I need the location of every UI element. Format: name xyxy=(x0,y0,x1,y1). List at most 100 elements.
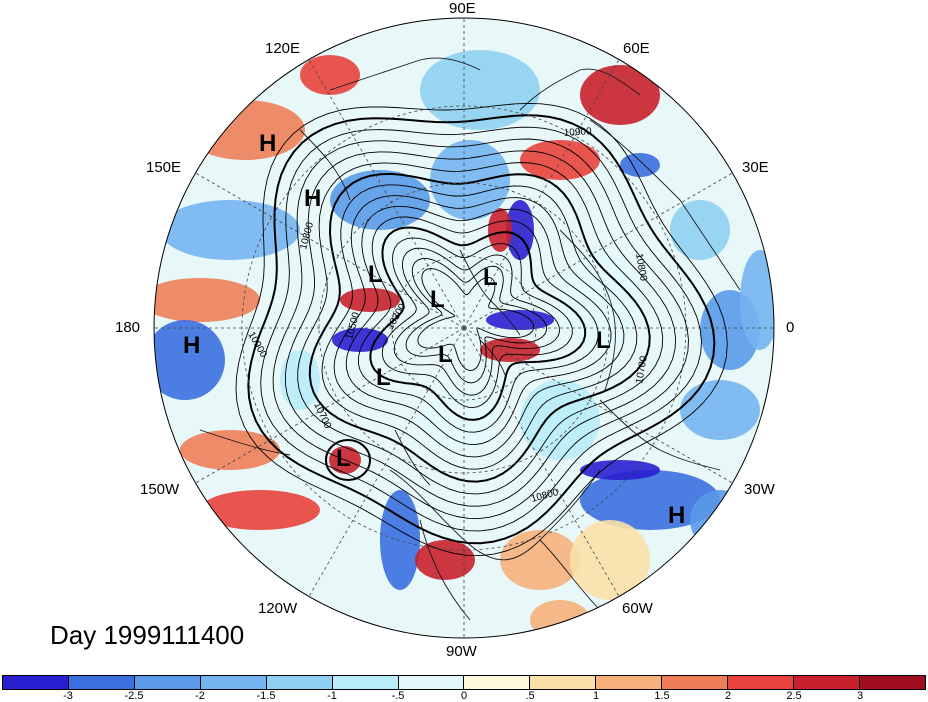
colorbar-segment xyxy=(332,676,399,689)
graticule xyxy=(154,18,774,638)
height-contour-line xyxy=(333,195,625,458)
meridian-line xyxy=(195,327,465,484)
colorbar-tick-label: -2.5 xyxy=(124,690,144,702)
colorbar-segment xyxy=(596,676,663,689)
height-contour-line xyxy=(247,114,716,545)
height-contour-line xyxy=(369,226,587,421)
contour-label: 10700 xyxy=(634,355,650,385)
anomaly-blob xyxy=(160,200,300,260)
contour-label: 10800 xyxy=(298,221,316,251)
colorbar-tick-label: -1 xyxy=(327,690,337,702)
height-contour-line xyxy=(393,247,560,396)
height-contour-line xyxy=(235,102,728,557)
colorbar-segment xyxy=(794,676,860,689)
contour-label-layer: 10900 10900 10800 10700 10800 10500 1030… xyxy=(245,126,650,505)
colorbar-tick-label: 1.5 xyxy=(654,690,670,702)
colorbar-tick-label: 2 xyxy=(724,690,732,702)
meridian-line xyxy=(463,59,620,329)
lon-label-90e: 90E xyxy=(449,0,476,17)
height-contour-line xyxy=(260,126,702,532)
high-center-marker: H xyxy=(668,502,686,529)
low-center-marker: L xyxy=(376,364,391,391)
height-contour-line xyxy=(417,268,535,372)
anomaly-blob xyxy=(520,140,600,180)
lon-label-0: 0 xyxy=(786,319,795,336)
colorbar-segment xyxy=(68,676,135,689)
contour-label: 10900 xyxy=(245,330,269,360)
anomaly-blob xyxy=(380,490,420,590)
anomaly-blob xyxy=(580,460,660,480)
low-center-marker: L xyxy=(430,286,445,313)
anomaly-blob xyxy=(570,520,650,600)
colorbar-segment xyxy=(200,676,267,689)
anomaly-blob xyxy=(580,470,720,530)
height-contour-line xyxy=(272,138,689,520)
lon-label-180: 180 xyxy=(115,319,141,336)
low-center-marker: L xyxy=(483,264,498,291)
high-center-marker: H xyxy=(259,130,277,157)
anomaly-blob xyxy=(154,278,260,322)
height-contours xyxy=(235,102,728,557)
colorbar-segment xyxy=(728,676,795,689)
anomaly-blob xyxy=(415,540,475,580)
meridian-line xyxy=(308,327,465,597)
lon-label-150e: 150E xyxy=(146,159,182,176)
colorbar-segment xyxy=(464,676,531,689)
high-center-marker: H xyxy=(304,185,322,212)
low-center-marker: L xyxy=(368,261,383,288)
colorbar-tick-label: 1 xyxy=(592,690,600,702)
anomaly-blob xyxy=(430,140,510,220)
contour-label: 10500 xyxy=(344,311,362,341)
colorbar-tick-label: 0 xyxy=(460,690,468,702)
colorbar-segment xyxy=(134,676,201,689)
colorbar-segment xyxy=(662,676,729,689)
colorbar-segment xyxy=(859,676,925,689)
contour-label: 10700 xyxy=(311,401,333,431)
colorbar-tick-label: -2 xyxy=(195,690,205,702)
colorbar-tick-label: 2.5 xyxy=(786,690,802,702)
anomaly-blob xyxy=(340,288,400,312)
height-contour-line xyxy=(297,162,664,495)
meridian-line xyxy=(463,327,620,597)
lon-label-30w: 30W xyxy=(744,481,775,498)
meridian-line xyxy=(463,172,733,329)
colorbar-tick-label: 3 xyxy=(856,690,864,702)
anomaly-blob xyxy=(180,430,280,470)
colorbar-tick-label: -.5 xyxy=(391,690,405,702)
colorbar-tick-label: .5 xyxy=(525,690,535,702)
colorbar-tick-label: -1.5 xyxy=(256,690,276,702)
lon-label-150w: 150W xyxy=(140,481,180,498)
high-center-marker: H xyxy=(183,332,201,359)
date-title: Day 1999111400 xyxy=(50,620,245,650)
anomaly-blob xyxy=(680,380,760,440)
meridian-line xyxy=(308,59,465,329)
anomaly-blob xyxy=(560,250,640,350)
low-center-marker: L xyxy=(336,445,351,472)
latitude-circle xyxy=(241,105,687,551)
closed-low-contour xyxy=(325,439,371,481)
lon-label-30e: 30E xyxy=(742,159,769,176)
meridian-line xyxy=(195,172,465,329)
meridian-line xyxy=(463,327,733,484)
anomaly-blob xyxy=(154,320,225,400)
height-contour-line xyxy=(357,216,599,433)
low-center-marker: L xyxy=(438,341,453,368)
contour-label: 10800 xyxy=(633,253,649,283)
colorbar-segment xyxy=(3,676,69,689)
lon-label-60w: 60W xyxy=(622,600,653,617)
polar-map xyxy=(153,17,775,639)
height-contour-line xyxy=(321,184,638,470)
height-contour-line xyxy=(345,205,612,446)
latitude-circle xyxy=(391,255,537,401)
latitude-circle xyxy=(318,182,610,474)
colorbar-tick-labels: -3 -2.5 -2 -1.5 -1 -.5 0 .5 1 1.5 2 2.5 3 xyxy=(0,690,928,702)
colorbar-tick-label: -3 xyxy=(63,690,73,702)
anomaly-blob xyxy=(330,170,430,230)
anomaly-blob xyxy=(488,208,512,252)
lon-label-90w: 90W xyxy=(446,643,477,660)
height-contour-line xyxy=(405,258,548,384)
lon-label-120e: 120E xyxy=(265,40,301,57)
map-boundary xyxy=(153,17,775,639)
contour-label: 10900 xyxy=(563,126,592,139)
height-contour-line xyxy=(381,237,573,409)
